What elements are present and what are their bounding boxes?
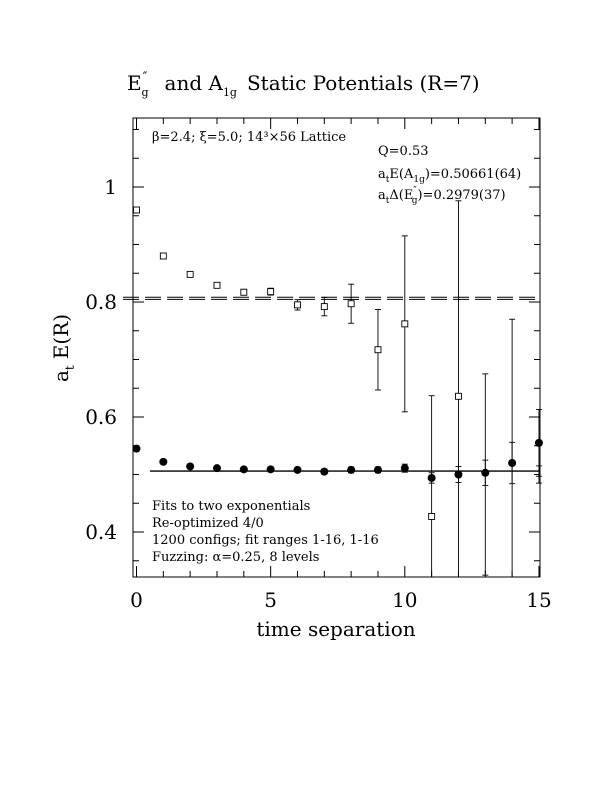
data-point-circle — [373, 465, 382, 474]
a1g-energy: atE(A1g)=0.50661(64) — [378, 167, 521, 185]
series-circles — [132, 409, 543, 486]
data-point-circle — [212, 464, 221, 473]
data-point-square — [320, 303, 328, 311]
y-tick-labels: 0.4 0.6 0.8 1 — [85, 175, 117, 544]
plot-area — [132, 117, 541, 578]
y-tick-label: 0.4 — [85, 520, 117, 544]
data-point-square — [213, 281, 221, 289]
data-point-square — [374, 346, 382, 354]
q-value: Q=0.53 — [378, 144, 429, 159]
y-axis-label: atE(R) — [49, 314, 77, 382]
data-point-square — [401, 320, 409, 328]
data-point-square — [347, 300, 355, 308]
series-squares — [133, 200, 542, 577]
data-point-circle — [534, 438, 543, 447]
data-point-square — [294, 301, 301, 309]
note-line: Fits to two exponentials — [152, 499, 310, 514]
data-point-square — [133, 206, 140, 214]
y-tick-label: 0.6 — [85, 405, 117, 429]
data-point-circle — [239, 465, 248, 474]
fit-notes: Fits to two exponentials Re-optimized 4/… — [152, 499, 379, 565]
y-tick-label: 0.8 — [85, 290, 117, 314]
y-tick-label: 1 — [104, 175, 117, 199]
axis-ticks — [133, 118, 540, 577]
lattice-annotation: β=2.4; ξ=5.0; 14³×56 Lattice — [152, 130, 346, 145]
data-point-circle — [347, 465, 356, 474]
data-point-circle — [186, 462, 195, 471]
data-point-circle — [132, 444, 141, 453]
x-tick-label: 10 — [392, 588, 417, 612]
note-line: Fuzzing: α=0.25, 8 levels — [152, 550, 319, 565]
data-point-square — [240, 288, 248, 296]
data-point-square — [455, 392, 462, 400]
x-tick-label: 15 — [526, 588, 551, 612]
x-axis-label: time separation — [256, 617, 415, 641]
data-point-circle — [400, 464, 409, 473]
note-line: Re-optimized 4/0 — [152, 516, 264, 531]
series-layer — [132, 200, 543, 577]
chart-title: E″ g and A1g Static Potentials (R=7) — [127, 70, 480, 99]
eg-gap: atΔ(E″ g)=0.2979(37) — [378, 186, 506, 206]
data-point-circle — [266, 465, 275, 474]
note-line: 1200 configs; fit ranges 1-16, 1-16 — [152, 533, 379, 548]
data-point-circle — [293, 465, 302, 474]
x-tick-label: 5 — [264, 588, 277, 612]
data-point-circle — [159, 457, 168, 466]
data-point-square — [267, 288, 275, 296]
fit-lines — [123, 296, 539, 472]
data-point-square — [428, 513, 436, 520]
x-tick-label: 0 — [130, 588, 143, 612]
data-point-square — [159, 252, 167, 260]
data-point-circle — [320, 467, 329, 476]
data-point-square — [186, 270, 194, 278]
x-tick-labels: 0 5 10 15 — [130, 588, 552, 612]
